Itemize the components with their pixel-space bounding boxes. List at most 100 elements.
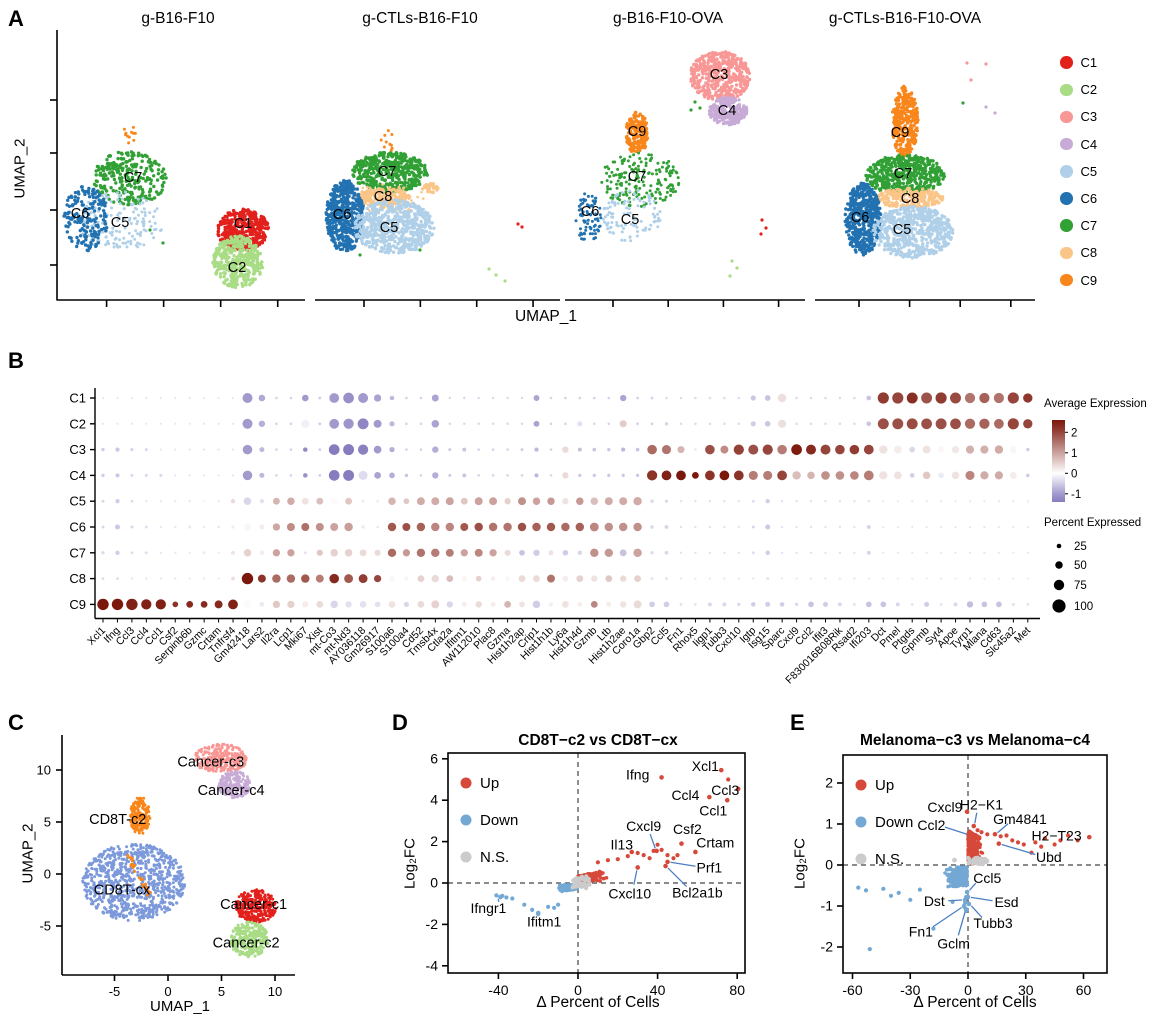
cluster-label-C6: C6 bbox=[333, 207, 352, 223]
umap-cluster-CD8T-cx bbox=[81, 842, 186, 922]
de-gene-label-Fn1: Fn1 bbox=[909, 923, 933, 939]
panel-d-xlabel: Δ Percent of Cells bbox=[536, 994, 660, 1011]
cluster-label: Cancer-c2 bbox=[213, 936, 280, 952]
panel-e-title: Melanoma−c3 vs Melanoma−c4 bbox=[859, 732, 1091, 749]
legend-label: C5 bbox=[1080, 163, 1098, 179]
de-gene-label-Ifng: Ifng bbox=[626, 766, 649, 782]
umap-cluster-C5 bbox=[353, 198, 436, 255]
umap-cluster-C3 bbox=[689, 50, 752, 103]
umap-subplot-3: C9 C7 C8 C6 C5 bbox=[843, 61, 997, 260]
de-gene-label-Ubd: Ubd bbox=[1036, 849, 1062, 865]
legend-item-C2: C2 bbox=[1060, 76, 1097, 103]
umap-subplot-2: C3 C4 C9 C7 C5 C6 bbox=[574, 50, 768, 278]
dotplot-row-label: C6 bbox=[69, 520, 86, 535]
de-gene-label-Tubb3: Tubb3 bbox=[973, 915, 1012, 931]
de-legend-label-Down: Down bbox=[875, 814, 913, 831]
legend-item-C4: C4 bbox=[1060, 131, 1097, 158]
legend-swatch bbox=[1060, 246, 1073, 260]
panel-a-xlabel: UMAP_1 bbox=[514, 308, 578, 325]
cluster-label-C9: C9 bbox=[891, 125, 910, 141]
cluster-label-C5: C5 bbox=[621, 212, 640, 228]
legend-item-C9: C9 bbox=[1060, 267, 1097, 294]
de-gene-label-Esd: Esd bbox=[994, 894, 1018, 910]
dotplot-row-label: C4 bbox=[69, 468, 86, 483]
umap-cluster-Cancer-c3 bbox=[194, 742, 248, 774]
legend-swatch bbox=[1060, 219, 1073, 232]
umap-cluster-C9 bbox=[890, 84, 920, 158]
umap-title-g-ctls-b16-f10: g-CTLs-B16-F10 bbox=[362, 10, 478, 27]
legend-label: C3 bbox=[1080, 109, 1098, 125]
legend-label: C2 bbox=[1080, 82, 1098, 98]
de-clouds bbox=[494, 777, 731, 917]
umap-cluster-C6 bbox=[62, 185, 109, 253]
expression-colorbar: 210-1 bbox=[1052, 420, 1081, 502]
panel-a-axes bbox=[50, 30, 1035, 307]
umap-cluster-C6 bbox=[843, 181, 883, 257]
legend-label: C6 bbox=[1080, 191, 1098, 207]
de-gene-label-Dst: Dst bbox=[924, 893, 945, 909]
de-legend-label-Up: Up bbox=[480, 775, 499, 792]
expression-legend-title: Average Expression bbox=[1044, 398, 1147, 410]
dotplot-grid: C1 C2 C3 C4 C5 C6 C7 C8 C9 bbox=[69, 391, 1033, 612]
de-gene-label-Il13: Il13 bbox=[610, 837, 633, 853]
cluster-label-C4: C4 bbox=[718, 103, 737, 119]
panel-c-axes bbox=[56, 735, 295, 981]
de-gene-label-Ccl3: Ccl3 bbox=[711, 782, 739, 798]
umap-cluster-C9 bbox=[379, 129, 394, 152]
umap-cluster-C8-scatter bbox=[343, 183, 425, 218]
de-legend-label-N.S.: N.S. bbox=[480, 849, 509, 866]
umap-cluster-C2 bbox=[211, 234, 264, 290]
umap-cluster-Cancer-c2 bbox=[229, 920, 270, 959]
de-legend-label-N.S.: N.S. bbox=[875, 851, 904, 868]
umap-cluster-C7 bbox=[600, 151, 681, 208]
panel-b-axes bbox=[90, 388, 1040, 623]
cluster-label: CD8T-cx bbox=[94, 883, 151, 899]
legend-swatch bbox=[1060, 165, 1073, 178]
cluster-label-C5: C5 bbox=[893, 222, 912, 238]
umap-cluster-C5 bbox=[601, 189, 662, 243]
cluster-label-C7: C7 bbox=[378, 164, 397, 180]
percent-legend-title: Percent Expressed bbox=[1044, 517, 1142, 529]
legend-swatch bbox=[1060, 110, 1073, 124]
panel-d-scatter: Ifng Xcl1 Ccl4 Ccl3 Ccl1 Cxcl9 Csf2 Il13 Crtam Pr… bbox=[426, 750, 746, 998]
de-clouds bbox=[856, 828, 1080, 952]
de-gene-label-Ccl5: Ccl5 bbox=[973, 870, 1001, 886]
cluster-label: CD8T-c2 bbox=[89, 812, 146, 828]
cluster-label-C8: C8 bbox=[901, 191, 920, 207]
de-gene-label-Bcl2a1b: Bcl2a1b bbox=[672, 884, 723, 900]
legend-label: C1 bbox=[1080, 55, 1098, 71]
umap-cluster-C8 bbox=[877, 186, 945, 209]
umap-cluster-Cancer-c1 bbox=[234, 888, 278, 924]
umap-cluster-C4 bbox=[707, 95, 749, 127]
de-gene-label-Crtam: Crtam bbox=[696, 835, 734, 851]
umap-cluster-C9 bbox=[624, 110, 650, 154]
de-axes bbox=[442, 752, 746, 979]
dotplot-row-label: C9 bbox=[69, 597, 86, 612]
de-annotations: Ifng Xcl1 Ccl4 Ccl3 Ccl1 Cxcl9 Csf2 Il13 Crtam Pr… bbox=[471, 758, 741, 929]
legend-swatch bbox=[1060, 273, 1073, 287]
de-gene-label-Prf1: Prf1 bbox=[696, 859, 722, 875]
de-legend: Up Down N.S. bbox=[855, 777, 913, 868]
umap-subplot-1: C7 C8 C6 C5 bbox=[324, 129, 524, 283]
panel-b-dotplot: C1 C2 C3 C4 C5 C6 C7 C8 C9 Xcl1IfngCcl3Ccl4Ccl1Cs… bbox=[69, 388, 1093, 686]
dotplot-row-label: C1 bbox=[69, 391, 86, 406]
umap-cluster-CD8T-c2 bbox=[128, 796, 152, 835]
cluster-label: Cancer-c4 bbox=[198, 783, 265, 799]
panel-c-umap: -5 0 5 101050-5Cancer-c3Cancer-c4CD8T-c2CD8… bbox=[37, 735, 295, 999]
panel-e-xlabel: Δ Percent of Cells bbox=[913, 994, 1037, 1011]
de-gene-label-Csf2: Csf2 bbox=[673, 821, 702, 837]
cluster-label-C8: C8 bbox=[374, 189, 393, 205]
legend-item-C6: C6 bbox=[1060, 185, 1097, 212]
umap-title-g-b16-f10: g-B16-F10 bbox=[141, 10, 215, 27]
cluster-label-C5: C5 bbox=[380, 220, 399, 236]
de-gene-label-Gclm: Gclm bbox=[937, 936, 970, 952]
umap-cluster-C9 bbox=[122, 125, 137, 145]
legend-item-C1: C1 bbox=[1060, 49, 1097, 76]
panel-c-label: C bbox=[8, 710, 24, 735]
panel-d-title: CD8T−c2 vs CD8T−cx bbox=[518, 732, 678, 749]
de-gene-label-Ccl1: Ccl1 bbox=[699, 803, 727, 819]
